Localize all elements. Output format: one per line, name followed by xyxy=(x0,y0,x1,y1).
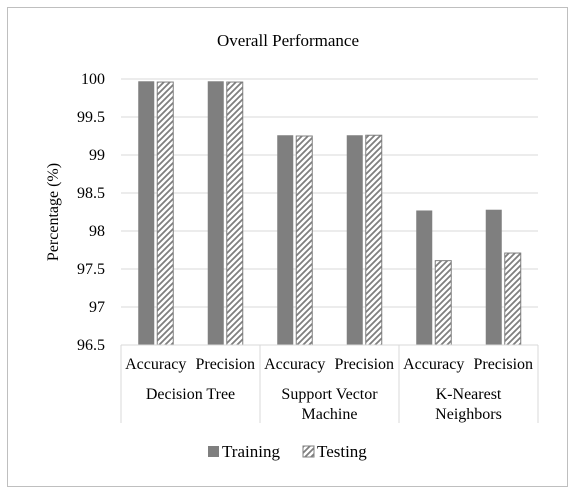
x-category-label: Accuracy xyxy=(264,356,325,373)
legend-label-training: Training xyxy=(222,442,280,461)
legend: Training Testing xyxy=(208,442,367,461)
y-tick-label: 100 xyxy=(81,71,105,88)
bar-testing-4 xyxy=(434,260,452,346)
y-axis-label: Percentage (%) xyxy=(45,163,62,261)
y-tick-label: 99.5 xyxy=(77,109,105,126)
x-group-label: Support Vector xyxy=(281,386,378,403)
bar-training-5 xyxy=(485,209,502,345)
bar-training-2 xyxy=(277,135,294,345)
y-tick-label: 99 xyxy=(89,147,105,164)
bar-testing-0 xyxy=(156,81,174,346)
legend-label-testing: Testing xyxy=(317,442,367,461)
bar-testing-1 xyxy=(226,81,244,346)
y-tick-label: 97 xyxy=(89,299,105,316)
legend-swatch-training xyxy=(208,446,219,457)
bar-training-3 xyxy=(346,135,363,345)
x-category-label: Accuracy xyxy=(125,356,186,373)
bar-testing-3 xyxy=(365,134,383,346)
legend-swatch-testing xyxy=(302,445,315,458)
x-category-label: Precision xyxy=(473,356,533,373)
bar-testing-5 xyxy=(504,252,522,346)
bars xyxy=(138,81,522,346)
x-group-label: Decision Tree xyxy=(146,386,235,403)
bar-training-0 xyxy=(138,81,155,345)
chart-title: Overall Performance xyxy=(217,31,359,50)
bar-testing-2 xyxy=(295,135,313,346)
x-axis: Accuracy Precision Accuracy Precision Accura… xyxy=(120,344,539,423)
x-category-label: Precision xyxy=(195,356,255,373)
x-category-label: Accuracy xyxy=(403,356,464,373)
x-group-label: Machine xyxy=(302,406,358,423)
x-category-label: Precision xyxy=(334,356,394,373)
y-tick-label: 98 xyxy=(89,223,105,240)
y-axis-ticks: 96.5 97 97.5 98 98.5 99 99.5 100 xyxy=(77,71,105,354)
x-group-label: Neighbors xyxy=(435,406,502,423)
bar-training-1 xyxy=(207,81,224,345)
y-tick-label: 98.5 xyxy=(77,185,105,202)
y-tick-label: 97.5 xyxy=(77,261,105,278)
chart-frame xyxy=(7,7,568,487)
gridlines xyxy=(121,78,538,346)
x-group-label: K-Nearest xyxy=(436,386,502,403)
bar-training-4 xyxy=(416,210,433,345)
y-tick-label: 96.5 xyxy=(77,337,105,354)
